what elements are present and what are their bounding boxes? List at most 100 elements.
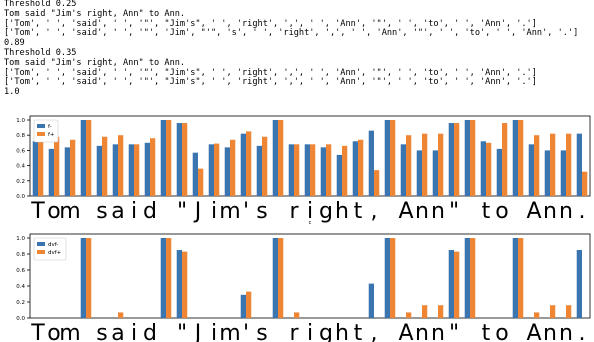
legend-label: dvf+ (48, 250, 62, 256)
bar-f- (560, 150, 566, 196)
bar-f+ (86, 120, 92, 196)
y-tick-label: 0.0 (16, 194, 25, 200)
x-tick-label: A (398, 321, 413, 342)
bar-f- (464, 120, 470, 196)
x-tick-label: i (131, 199, 137, 224)
bar-f- (384, 120, 390, 196)
plot-frame (29, 233, 591, 319)
x-tick-label: o (495, 199, 508, 224)
bar-dvf- (576, 250, 582, 318)
x-tick-label: J (193, 199, 202, 224)
bar-dvf+ (390, 238, 396, 318)
x-tick-label: A (526, 321, 541, 342)
bar-f+ (550, 133, 556, 196)
x-tick-label: i (211, 199, 217, 224)
x-tick-label: s (256, 321, 267, 342)
bar-f+ (230, 139, 236, 196)
x-tick-label: . (579, 321, 586, 342)
x-tick-label: i (131, 321, 137, 342)
console-line: Tom said "Jim's right, Ann" to Ann. (4, 8, 186, 19)
bar-f- (128, 144, 134, 196)
bar-dvf+ (518, 238, 524, 318)
bar-f- (320, 147, 326, 196)
bar-dvf+ (422, 305, 428, 318)
bar-f+ (422, 133, 428, 196)
bar-f- (96, 145, 102, 196)
bar-f- (192, 152, 198, 196)
x-tick-label: n (415, 321, 429, 342)
bar-f- (400, 144, 406, 196)
x-tick-label: A (526, 199, 541, 224)
bar-f+ (582, 171, 588, 196)
bar-f- (208, 144, 214, 196)
bar-f+ (246, 131, 252, 196)
x-tick-label: h (335, 321, 349, 342)
y-tick-label: 0.8 (16, 133, 25, 139)
bar-f- (352, 141, 358, 196)
bar-f+ (566, 133, 572, 196)
bar-f+ (534, 135, 540, 196)
bar-f+ (102, 136, 108, 196)
y-tick-label: 0.0 (16, 316, 25, 322)
x-tick-label: a (111, 199, 124, 224)
legend-box (33, 119, 59, 143)
x-tick-label: m (59, 321, 80, 342)
y-tick-label: 0.2 (16, 179, 25, 185)
bar-dvf+ (550, 305, 556, 318)
console-line: 0.89 (4, 38, 25, 49)
bar-f- (432, 150, 438, 196)
bar-f- (496, 148, 502, 196)
bar-f+ (486, 142, 492, 196)
x-tick-label: " (177, 199, 187, 224)
console-line: ['Tom', ' ', 'said', ' ', '"', 'Jim', "'… (4, 28, 579, 39)
console-line: Tom said "Jim's right, Ann" to Ann. (4, 57, 186, 68)
bar-dvf- (176, 250, 182, 318)
x-tick-label: t (482, 199, 491, 224)
x-tick-label: r (289, 321, 299, 342)
x-tick-label: n (559, 199, 573, 224)
x-tick-label: g (319, 321, 333, 342)
bar-f+ (134, 144, 140, 196)
bar-f- (80, 120, 86, 196)
bar-dvf+ (438, 305, 444, 318)
bar-dvf+ (118, 312, 124, 318)
bar-f- (448, 123, 454, 196)
legend-swatch (37, 242, 45, 246)
bar-dvf- (160, 238, 166, 318)
console-output: Threshold 0.25 Tom said "Jim's right, An… (4, 0, 590, 98)
console-line: Threshold 0.35 (4, 47, 77, 58)
x-tick-label: n (543, 199, 557, 224)
y-tick-label: 0.2 (16, 300, 25, 306)
x-tick-label: t (482, 321, 491, 342)
bar-f+ (310, 144, 316, 196)
x-tick-label: o (495, 321, 508, 342)
bar-f+ (198, 168, 204, 196)
bar-f+ (454, 123, 460, 196)
bar-dvf+ (534, 312, 540, 318)
y-tick-label: 0.8 (16, 252, 25, 258)
bar-f+ (502, 123, 508, 196)
console-line: ['Tom', ' ', 'said', ' ', '"', "Jim's", … (4, 18, 537, 29)
x-tick-label: i (307, 199, 313, 224)
x-tick-label: J (193, 321, 202, 342)
x-tick-label: T (30, 321, 45, 342)
legend-swatch (37, 250, 45, 254)
bar-f- (368, 130, 374, 196)
bar-dvf- (384, 238, 390, 318)
bar-dvf+ (454, 251, 460, 318)
console-line: ['Tom', ' ', 'said', ' ', '"', "Jim's", … (4, 77, 537, 88)
legend-swatch (37, 132, 45, 136)
bar-f- (544, 150, 550, 196)
y-tick-label: 0.6 (16, 148, 25, 154)
bar-f+ (38, 139, 44, 196)
bar-f+ (150, 138, 156, 196)
bar-f+ (54, 136, 60, 196)
bar-f- (528, 144, 534, 196)
x-tick-label: n (431, 321, 445, 342)
bar-f- (336, 154, 342, 196)
bar-f+ (214, 143, 220, 196)
x-axis-label: c (309, 220, 312, 226)
bar-dvf+ (470, 238, 476, 318)
x-tick-label: t (354, 199, 363, 224)
legend-label: f- (48, 124, 52, 130)
